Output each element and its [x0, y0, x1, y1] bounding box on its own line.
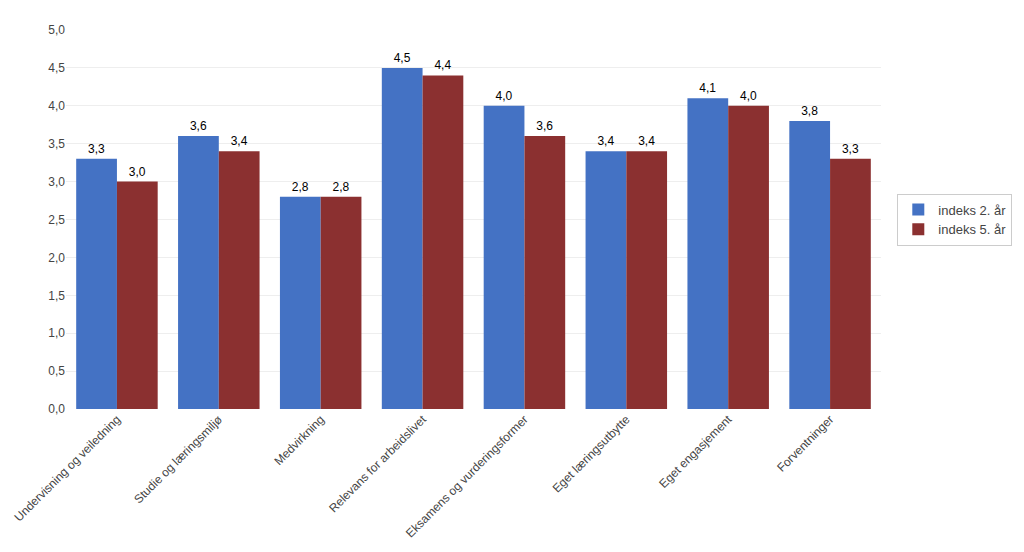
svg-text:3,3: 3,3 [842, 142, 859, 156]
svg-text:3,8: 3,8 [801, 104, 818, 118]
svg-text:2,0: 2,0 [48, 251, 65, 265]
svg-text:Eksamens og vurderingsformer: Eksamens og vurderingsformer [403, 412, 531, 540]
svg-text:0,5: 0,5 [48, 364, 65, 378]
svg-text:3,5: 3,5 [48, 137, 65, 151]
svg-text:indeks 5. år: indeks 5. år [938, 222, 1006, 237]
svg-text:0,0: 0,0 [48, 402, 65, 416]
svg-text:1,5: 1,5 [48, 289, 65, 303]
svg-text:3,4: 3,4 [597, 134, 614, 148]
svg-text:Undervisning og veiledning: Undervisning og veiledning [12, 412, 124, 524]
svg-text:3,4: 3,4 [231, 134, 248, 148]
svg-text:3,6: 3,6 [190, 119, 207, 133]
svg-text:Relevans for arbeidslivet: Relevans for arbeidslivet [326, 412, 429, 515]
svg-text:4,0: 4,0 [740, 89, 757, 103]
svg-text:4,0: 4,0 [496, 89, 513, 103]
svg-text:5,0: 5,0 [48, 23, 65, 37]
svg-text:Studie og læringsmiljø: Studie og læringsmiljø [131, 412, 225, 506]
svg-text:indeks 2. år: indeks 2. år [938, 203, 1006, 218]
svg-text:Medvirkning: Medvirkning [271, 412, 327, 468]
svg-text:Eget engasjement: Eget engasjement [656, 412, 735, 491]
svg-text:3,6: 3,6 [536, 119, 553, 133]
svg-text:2,8: 2,8 [333, 180, 350, 194]
svg-text:Eget læringsutbytte: Eget læringsutbytte [550, 412, 633, 495]
svg-text:4,5: 4,5 [48, 61, 65, 75]
svg-text:4,4: 4,4 [434, 58, 451, 72]
svg-text:4,1: 4,1 [699, 81, 716, 95]
svg-text:1,0: 1,0 [48, 326, 65, 340]
svg-text:4,5: 4,5 [394, 51, 411, 65]
svg-text:3,0: 3,0 [48, 175, 65, 189]
svg-text:4,0: 4,0 [48, 99, 65, 113]
svg-text:2,8: 2,8 [292, 180, 309, 194]
svg-text:3,3: 3,3 [88, 142, 105, 156]
svg-text:Forventninger: Forventninger [774, 412, 836, 474]
svg-text:3,0: 3,0 [129, 165, 146, 179]
svg-text:3,4: 3,4 [638, 134, 655, 148]
svg-text:2,5: 2,5 [48, 213, 65, 227]
